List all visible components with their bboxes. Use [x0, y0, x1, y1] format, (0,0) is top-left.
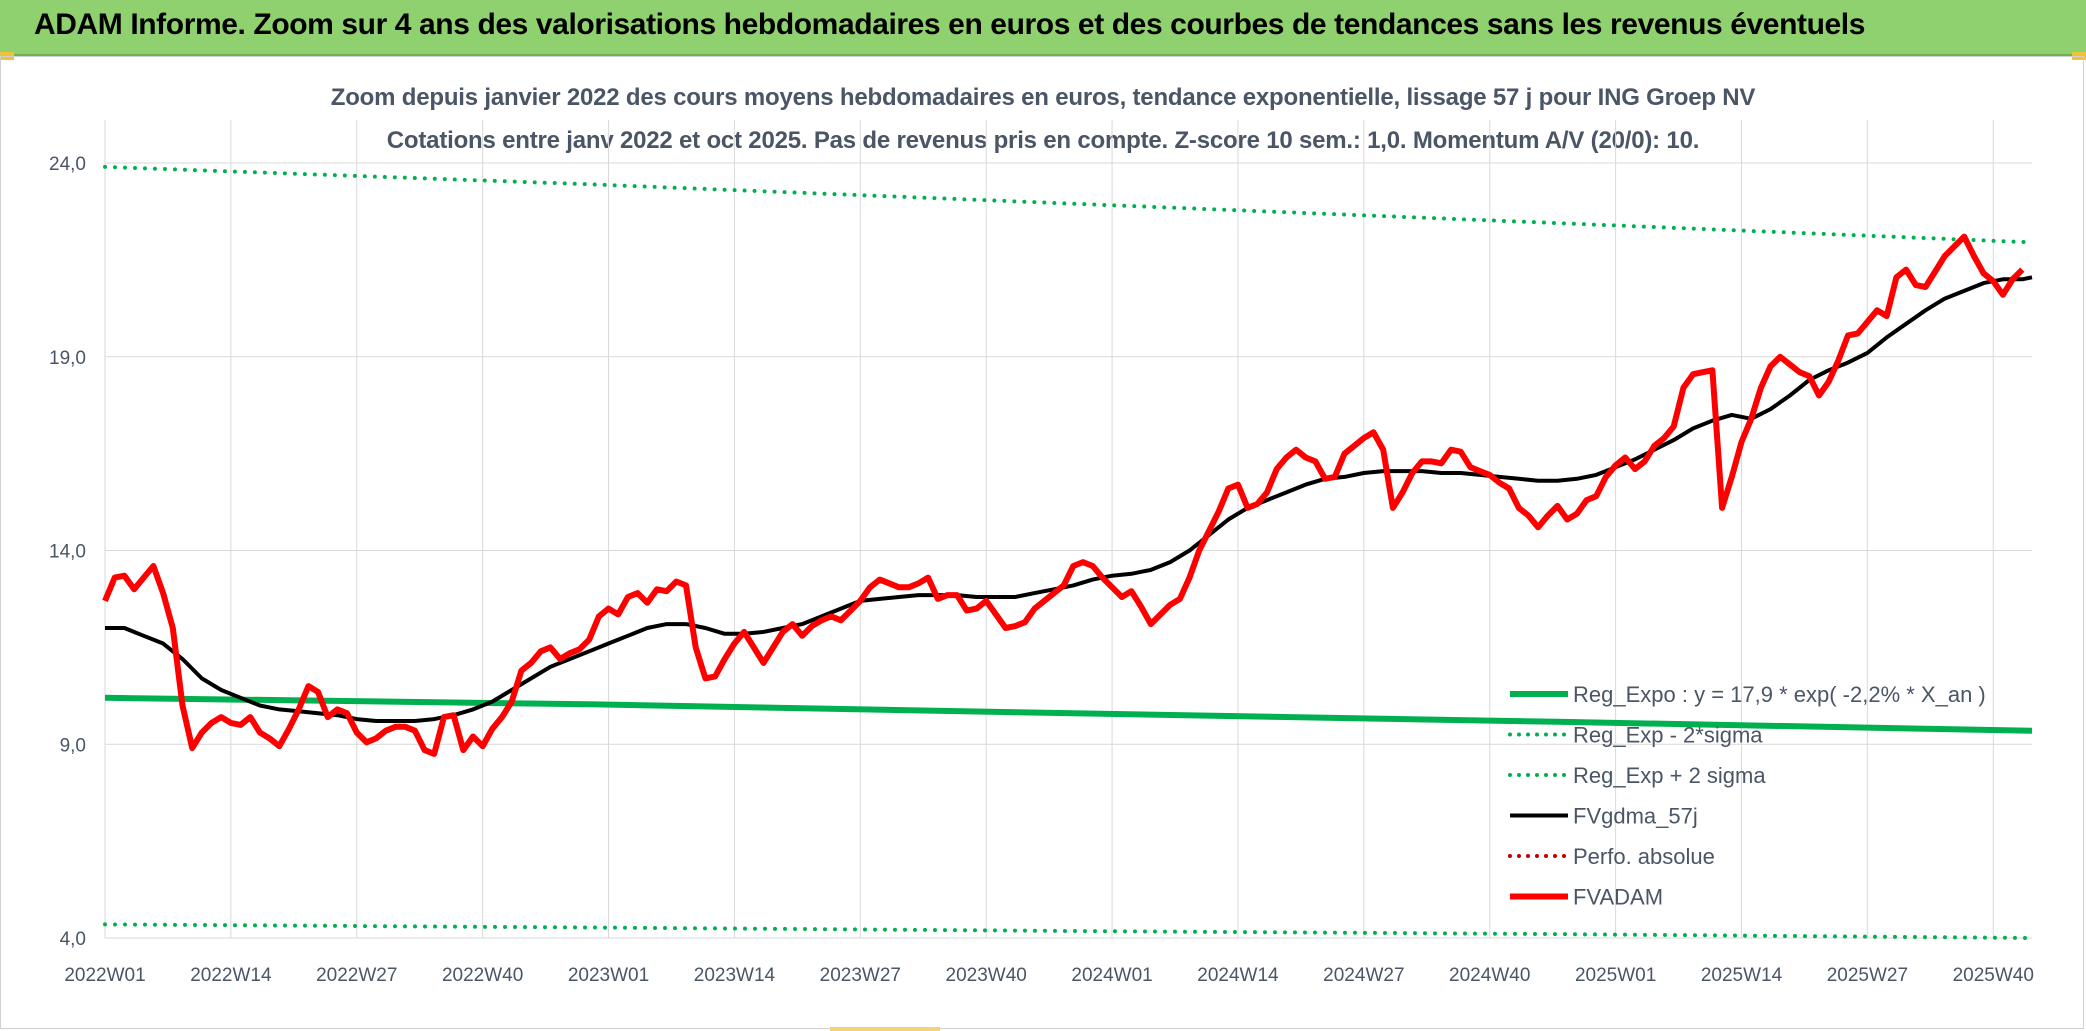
x-tick-label: 2024W14 [1197, 965, 1279, 986]
y-tick-label: 9,0 [60, 735, 86, 756]
legend-label-reg_minus: Reg_Exp - 2*sigma [1573, 723, 1763, 748]
legend-label-fvadam: FVADAM [1573, 885, 1663, 910]
x-tick-label: 2022W27 [316, 965, 397, 986]
chart-title-line2: Cotations entre janv 2022 et oct 2025. P… [386, 127, 1700, 154]
legend-label-perfo: Perfo. absolue [1573, 844, 1715, 869]
x-tick-label: 2023W01 [568, 965, 649, 986]
y-tick-label: 4,0 [60, 929, 86, 950]
x-tick-label: 2025W27 [1827, 965, 1908, 986]
x-tick-label: 2024W40 [1449, 965, 1530, 986]
banner-title: ADAM Informe. Zoom sur 4 ans des valoris… [34, 8, 1866, 41]
x-tick-label: 2022W14 [190, 965, 272, 986]
chart-title-line1: Zoom depuis janvier 2022 des cours moyen… [330, 84, 1756, 111]
x-tick-label: 2025W40 [1953, 965, 2034, 986]
series-line-reg_plus [103, 164, 2034, 245]
x-tick-label: 2025W01 [1575, 965, 1656, 986]
series-line-fvgdma [105, 275, 2033, 723]
x-tick-label: 2023W40 [946, 965, 1027, 986]
series-line-fvadam [102, 233, 2025, 757]
x-tick-label: 2023W27 [820, 965, 901, 986]
x-tick-label: 2024W27 [1323, 965, 1404, 986]
y-tick-label: 24,0 [49, 154, 86, 175]
chart-frame [0, 56, 2084, 1029]
legend-label-reg_expo: Reg_Expo : y = 17,9 * exp( -2,2% * X_an … [1573, 682, 1986, 707]
legend-label-reg_plus: Reg_Exp + 2 sigma [1573, 763, 1766, 788]
x-tick-label: 2024W01 [1071, 965, 1152, 986]
y-tick-label: 14,0 [49, 542, 86, 563]
y-tick-label: 19,0 [49, 348, 86, 369]
series-line-reg_minus [103, 922, 2034, 940]
bottom-marker [830, 1027, 940, 1031]
x-tick-label: 2023W14 [694, 965, 776, 986]
series-line-reg_expo [104, 694, 2033, 734]
legend-label-fvgdma: FVgdma_57j [1573, 804, 1698, 829]
x-tick-label: 2022W01 [64, 965, 145, 986]
x-tick-label: 2022W40 [442, 965, 523, 986]
report-banner: ADAM Informe. Zoom sur 4 ans des valoris… [0, 0, 2086, 56]
x-tick-label: 2025W14 [1701, 965, 1783, 986]
